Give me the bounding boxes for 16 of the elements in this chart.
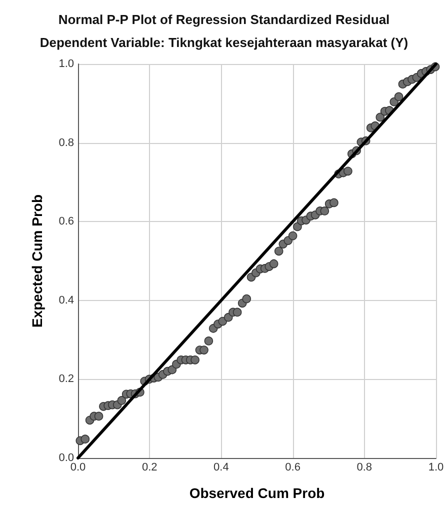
y-tick-label: 0.2 — [58, 373, 74, 386]
y-tick-label: 0.0 — [58, 452, 74, 464]
y-tick-label: 0.6 — [58, 216, 74, 228]
x-tick-label: 1.0 — [428, 462, 444, 474]
y-tick-label: 1.0 — [58, 58, 74, 70]
chart-title: Normal P-P Plot of Regression Standardized Residual — [58, 12, 390, 27]
x-tick-label: 0.4 — [214, 462, 229, 474]
y-tick-label: 0.8 — [58, 136, 74, 149]
chart-subtitle: Dependent Variable: Tikngkat kesejahteraan masyarakat (Y) — [40, 35, 408, 50]
x-axis-title: Observed Cum Prob — [189, 485, 325, 501]
y-tick-label: 0.4 — [58, 294, 74, 306]
x-tick-label: 0.6 — [285, 462, 300, 474]
y-axis-title: Expected Cum Prob — [29, 194, 45, 328]
x-tick-label: 0.2 — [142, 462, 158, 474]
x-tick-label: 0.8 — [356, 462, 372, 474]
x-tick-label: 0.0 — [70, 462, 86, 474]
